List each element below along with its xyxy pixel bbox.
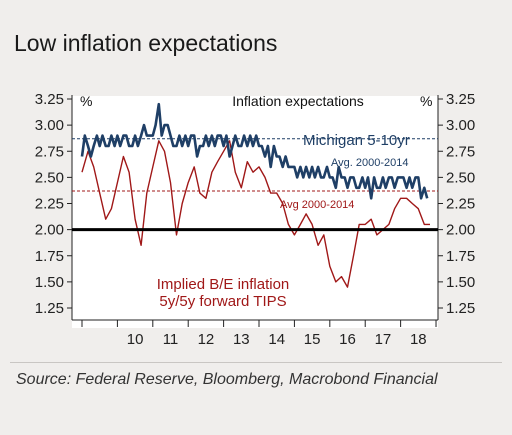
left-y-tick-label: 1.75	[35, 248, 64, 265]
x-axis: 10 11 12 13 14 15 16 17 18	[72, 319, 438, 348]
x-tick-label: 10	[127, 331, 144, 348]
source-note: Source: Federal Reserve, Bloomberg, Macr…	[16, 371, 438, 388]
right-y-tick-label: 3.00	[446, 117, 475, 134]
x-tick-label: 15	[304, 331, 321, 348]
right-y-tick-label: 1.50	[446, 274, 475, 291]
chart-title: Inflation expectations	[232, 93, 364, 109]
tips-series-label-2: 5y/5y forward TIPS	[159, 293, 286, 310]
x-tick-label: 12	[198, 331, 215, 348]
right-y-tick-label: 2.25	[446, 196, 475, 213]
left-y-axis: 3.25 3.00 2.75 2.50 2.25 2.00 1.75 1.50 1.25	[35, 91, 73, 320]
right-y-tick-label: 1.75	[446, 248, 475, 265]
tips-avg-label: Avg 2000-2014	[280, 199, 354, 211]
plot-area	[72, 96, 438, 328]
right-y-axis: 3.25 3.00 2.75 2.50 2.25 2.00 1.75 1.50 1.25	[437, 91, 475, 320]
series-lines	[80, 102, 430, 288]
left-unit-label: %	[80, 93, 92, 109]
page-title: Low inflation expectations	[14, 30, 278, 56]
left-y-tick-label: 3.25	[35, 91, 64, 108]
left-y-tick-label: 1.25	[35, 300, 64, 317]
right-y-tick-label: 2.00	[446, 222, 475, 239]
left-y-tick-label: 2.25	[35, 196, 64, 213]
annotations: Michigan 5-10yr Avg. 2000-2014 Avg 2000-…	[157, 132, 410, 310]
right-y-tick-label: 3.25	[446, 91, 475, 108]
x-tick-label: 13	[233, 331, 250, 348]
tips-series-label-1: Implied B/E inflation	[157, 276, 290, 293]
source-divider	[10, 362, 502, 363]
tips-series-line	[81, 140, 430, 288]
michigan-series-label: Michigan 5-10yr	[303, 132, 410, 149]
x-tick-label: 14	[268, 331, 285, 348]
x-tick-label: 11	[163, 331, 179, 348]
left-y-tick-label: 1.50	[35, 274, 64, 291]
michigan-series-line	[80, 102, 429, 200]
left-y-tick-label: 2.50	[35, 169, 64, 186]
x-tick-label: 17	[375, 331, 392, 348]
right-y-tick-label: 2.50	[446, 169, 475, 186]
left-y-tick-label: 2.75	[35, 143, 64, 160]
michigan-avg-label: Avg. 2000-2014	[331, 157, 408, 169]
left-y-tick-label: 2.00	[35, 222, 64, 239]
x-tick-label: 18	[410, 331, 427, 348]
right-y-tick-label: 2.75	[446, 143, 475, 160]
right-unit-label: %	[420, 93, 432, 109]
right-y-tick-label: 1.25	[446, 300, 475, 317]
left-y-tick-label: 3.00	[35, 117, 64, 134]
x-tick-label: 16	[339, 331, 356, 348]
